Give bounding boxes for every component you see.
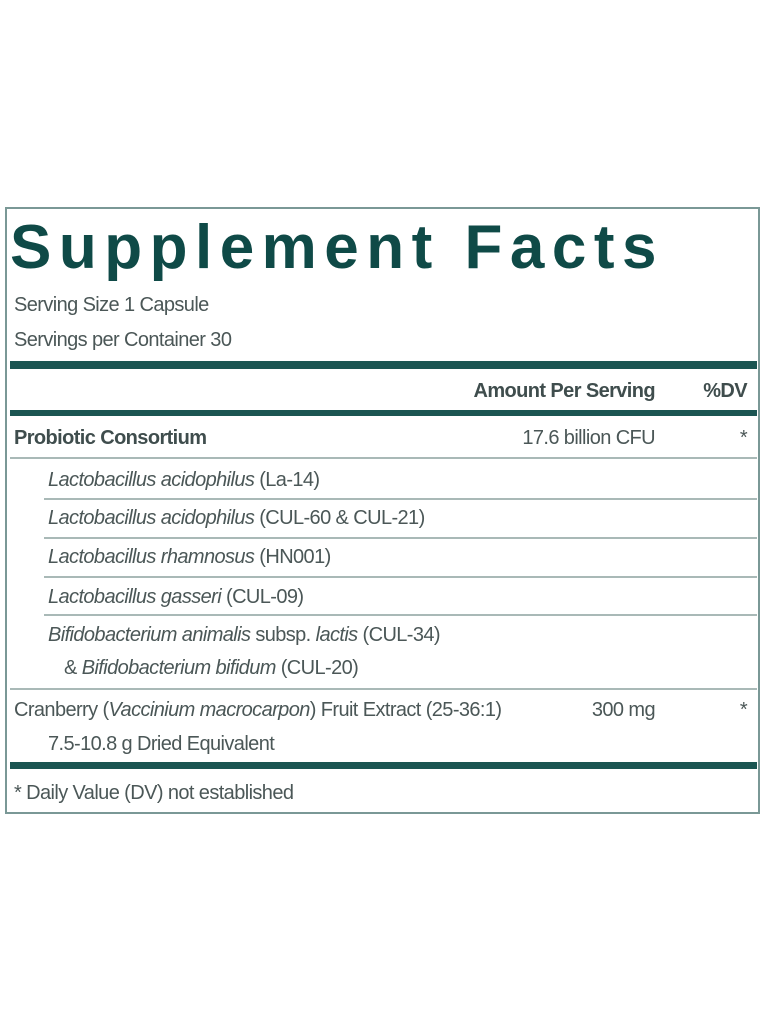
latin-name: Vaccinium macrocarpon <box>108 699 311 721</box>
ingredient-name: Cranberry ( <box>14 699 109 721</box>
strain-name: Lactobacillus rhamnosus <box>48 546 255 568</box>
strain-subsp: subsp. <box>250 624 316 646</box>
table-row: Lactobacillus gasseri (CUL-09) <box>48 585 304 609</box>
serving-size: Serving Size 1 Capsule <box>14 294 209 316</box>
strain-name: Lactobacillus gasseri <box>48 586 222 608</box>
strain-code: (La-14) <box>254 469 320 491</box>
ingredient-amount: 300 mg <box>591 699 656 721</box>
divider <box>10 457 757 459</box>
ampersand: & <box>64 657 82 679</box>
divider <box>10 688 757 690</box>
thick-divider <box>10 762 757 769</box>
strain-name: Bifidobacterium animalis <box>48 624 251 646</box>
footnote: * Daily Value (DV) not established <box>14 782 294 804</box>
strain-name: Lactobacillus acidophilus <box>48 507 255 529</box>
ingredient-dv: * <box>739 699 748 721</box>
table-row: Lactobacillus acidophilus (CUL-60 & CUL-… <box>48 506 425 530</box>
divider <box>44 576 757 578</box>
strain-code: (HN001) <box>254 546 331 568</box>
ingredient-amount: 17.6 billion CFU <box>522 427 655 449</box>
ingredient-dv: * <box>739 427 748 449</box>
strain-name: Lactobacillus acidophilus <box>48 469 255 491</box>
dv-header: %DV <box>703 380 747 402</box>
divider <box>44 498 757 500</box>
divider <box>44 537 757 539</box>
dried-equivalent: 7.5-10.8 g Dried Equivalent <box>48 733 275 755</box>
strain-name: Bifidobacterium bifidum <box>81 657 277 679</box>
servings-per-container: Servings per Container 30 <box>14 329 232 351</box>
ingredient-desc: ) Fruit Extract (25-36:1) <box>309 699 502 721</box>
supplement-facts-panel <box>5 207 760 814</box>
amount-per-serving-header: Amount Per Serving <box>473 380 656 402</box>
thick-divider <box>10 361 757 369</box>
strain-code: (CUL-34) <box>357 624 441 646</box>
divider <box>44 614 757 616</box>
thick-divider <box>10 410 757 416</box>
strain-subsp-name: lactis <box>315 624 359 646</box>
table-row: Lactobacillus rhamnosus (HN001) <box>48 545 331 569</box>
ingredient-name: Probiotic Consortium <box>14 427 207 449</box>
strain-code: (CUL-60 & CUL-21) <box>254 507 425 529</box>
table-row: Lactobacillus acidophilus (La-14) <box>48 468 320 492</box>
panel-title: Supplement Facts <box>10 213 664 282</box>
strain-code: (CUL-09) <box>221 586 304 608</box>
strain-code: (CUL-20) <box>275 657 359 679</box>
